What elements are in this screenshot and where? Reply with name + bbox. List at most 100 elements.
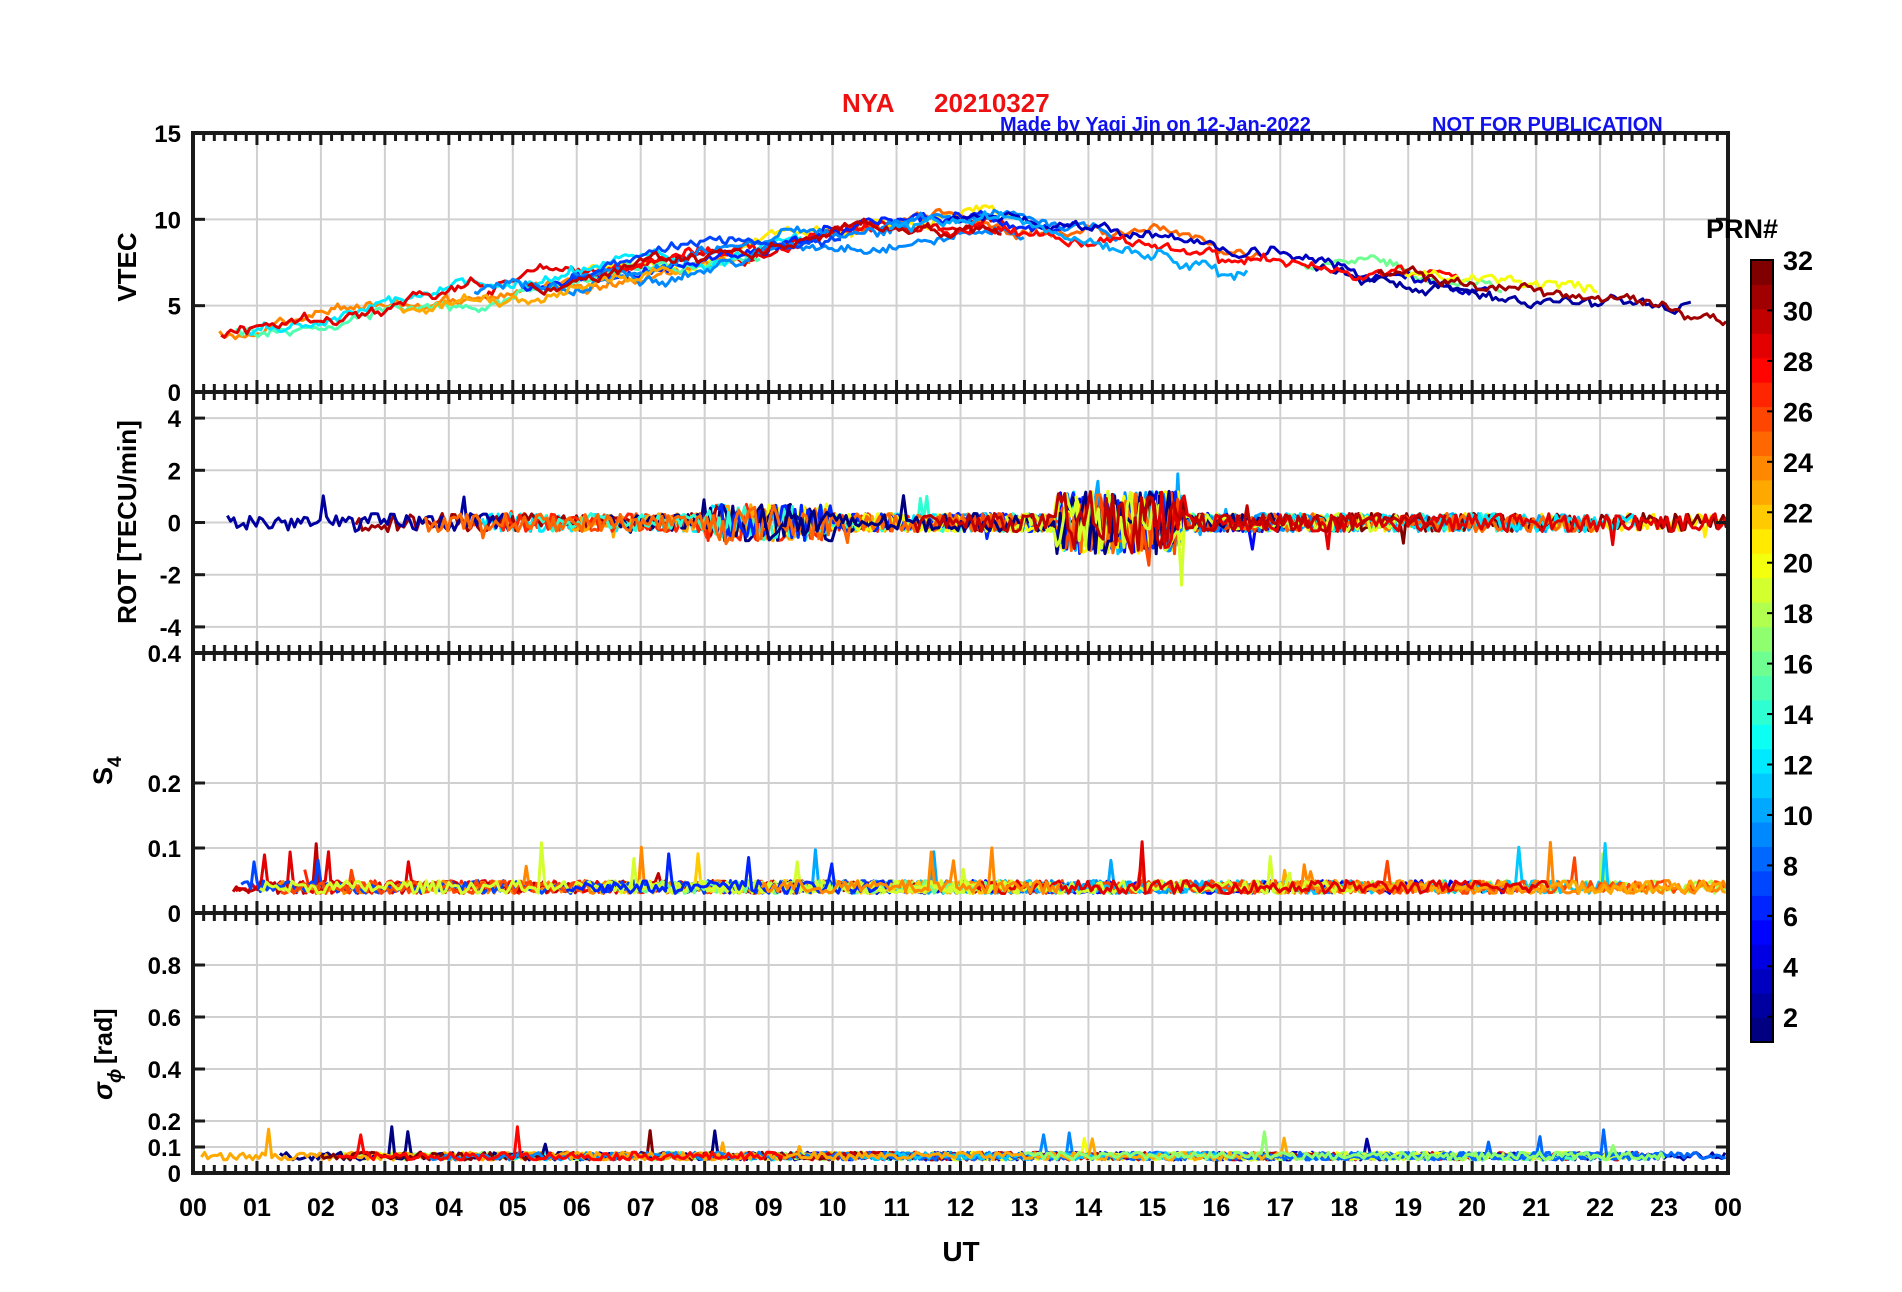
- sigma_phi-ytick-label: 0.2: [148, 1109, 181, 1136]
- panel-sigma_phi: 00.10.2 0.4 0.6 0.8: [148, 911, 1730, 1188]
- x-tick-label: 02: [307, 1194, 335, 1222]
- colorbar-segment: [1751, 602, 1773, 628]
- x-tick-label: 15: [1138, 1194, 1166, 1222]
- colorbar-tick-label: 24: [1783, 448, 1813, 478]
- vtec-ytick-label: 15: [154, 121, 181, 148]
- colorbar-segment: [1751, 724, 1773, 750]
- colorbar-tick-label: 14: [1783, 700, 1813, 730]
- x-tick-label: 14: [1075, 1194, 1103, 1222]
- vtec-series-line: [235, 254, 761, 339]
- vtec-series-line: [399, 265, 680, 315]
- vtec-series-line: [572, 226, 1025, 288]
- colorbar-segment: [1751, 748, 1773, 774]
- colorbar-tick-label: 10: [1783, 801, 1813, 831]
- x-tick-label: 21: [1522, 1194, 1550, 1222]
- colorbar-tick-label: 2: [1783, 1003, 1798, 1033]
- x-tick-label: 17: [1266, 1194, 1294, 1222]
- colorbar-segment: [1751, 944, 1773, 970]
- x-tick-label: 22: [1586, 1194, 1614, 1222]
- colorbar-segment: [1751, 626, 1773, 652]
- colorbar-segment: [1751, 919, 1773, 945]
- colorbar-segment: [1751, 651, 1773, 676]
- rot-ytick-label: 0: [168, 511, 181, 538]
- x-tick-label: 18: [1330, 1194, 1358, 1222]
- x-tick-label: 01: [243, 1194, 271, 1222]
- vtec-series-line: [1404, 269, 1598, 294]
- x-tick-label: 08: [691, 1194, 719, 1222]
- colorbar-segment: [1751, 357, 1773, 383]
- vtec-series-line: [937, 221, 1460, 282]
- colorbar-segment: [1751, 1017, 1773, 1043]
- colorbar-tick-label: 20: [1783, 549, 1813, 579]
- rot-ytick-label: -4: [160, 615, 182, 642]
- colorbar-segment: [1751, 968, 1773, 994]
- x-tick-labels: 00 01 02 03 04 05 06 07 08 09 10 11 12 13 14 15 16 17 18 19…: [179, 1194, 1742, 1222]
- colorbar-segment: [1751, 382, 1773, 408]
- colorbar-tick-label: 12: [1783, 751, 1813, 781]
- colorbar-segment: [1751, 993, 1773, 1019]
- colorbar-segment: [1751, 333, 1773, 359]
- colorbar-segment: [1751, 284, 1773, 310]
- x-tick-label: 04: [435, 1194, 463, 1222]
- sigma_phi-ytick-label: 0.8: [148, 953, 181, 980]
- colorbar-segment: [1751, 797, 1773, 823]
- colorbar-tick-label: 18: [1783, 599, 1813, 629]
- sigma_phi-series-line: [338, 1125, 784, 1162]
- x-tick-label: 00: [179, 1194, 207, 1222]
- panel-s4: 0 0.1 0.2 0.4: [148, 641, 1730, 928]
- colorbar-title: PRN#: [1706, 214, 1778, 244]
- colorbar-segment: [1751, 553, 1773, 579]
- s4-series-line: [566, 852, 893, 895]
- colorbar-segment: [1751, 260, 1773, 285]
- sigma_phi-ytick-label: 0: [168, 1161, 181, 1188]
- vtec-series-line: [888, 210, 1249, 281]
- sigma-ylabel-unit: [rad]: [90, 1008, 118, 1064]
- x-tick-label: 16: [1202, 1194, 1230, 1222]
- x-tick-label: 09: [755, 1194, 783, 1222]
- colorbar-segment: [1751, 870, 1773, 896]
- vtec-series-line: [1309, 261, 1692, 315]
- colorbar-tick-label: 26: [1783, 397, 1813, 427]
- s4-series-line: [974, 840, 1550, 895]
- x-tick-label: 12: [947, 1194, 975, 1222]
- colorbar-tick-label: 22: [1783, 498, 1813, 528]
- x-tick-label: 20: [1458, 1194, 1486, 1222]
- colorbar-segment: [1751, 504, 1773, 530]
- panel-rot: -4 -2 0 2 4: [160, 390, 1730, 655]
- colorbar-segment: [1751, 846, 1773, 872]
- date-title: 20210327: [934, 88, 1050, 118]
- station-title: NYA: [842, 88, 895, 118]
- sigma_phi-series-line: [1023, 1130, 1666, 1162]
- rot-series-line: [1150, 490, 1730, 551]
- s4-ylabel-main: S: [88, 767, 118, 785]
- colorbar-tick-label: 16: [1783, 650, 1813, 680]
- x-tick-label: 05: [499, 1194, 527, 1222]
- colorbar-frame: [1750, 259, 1774, 1043]
- not-for-publication-note: NOT FOR PUBLICATION: [1432, 114, 1663, 136]
- s4-series-line: [760, 846, 1061, 895]
- s4-ytick-label: 0.4: [148, 641, 182, 668]
- x-axis-label: UT: [942, 1236, 979, 1267]
- rot-series-line: [913, 490, 1447, 555]
- colorbar-tick-label: 4: [1783, 952, 1798, 982]
- sigma_phi-ytick-label: 0.6: [148, 1005, 181, 1032]
- x-tick-label: 10: [819, 1194, 847, 1222]
- vtec-ytick-label: 10: [154, 207, 181, 234]
- rot-ytick-label: -2: [160, 563, 181, 590]
- x-tick-label: 11: [883, 1194, 910, 1222]
- colorbar-segment: [1751, 431, 1773, 456]
- colorbar-tick-label: 8: [1783, 851, 1798, 881]
- x-tick-label: 06: [563, 1194, 591, 1222]
- colorbar-segment: [1751, 822, 1773, 847]
- x-tick-label: 07: [627, 1194, 655, 1222]
- sigma-ylabel: σ ϕ [rad]: [88, 1008, 126, 1100]
- colorbar-segment: [1751, 406, 1773, 432]
- s4-ylabel: S 4: [88, 756, 126, 785]
- s4-ytick-label: 0.2: [148, 771, 181, 798]
- colorbar-segment: [1751, 675, 1773, 701]
- panels: 051015-4-202400.10.20.400.10.20.40.60.80…: [148, 121, 1742, 1222]
- vtec-ytick-label: 0: [168, 380, 181, 407]
- sigma-ylabel-sub: ϕ: [105, 1069, 126, 1083]
